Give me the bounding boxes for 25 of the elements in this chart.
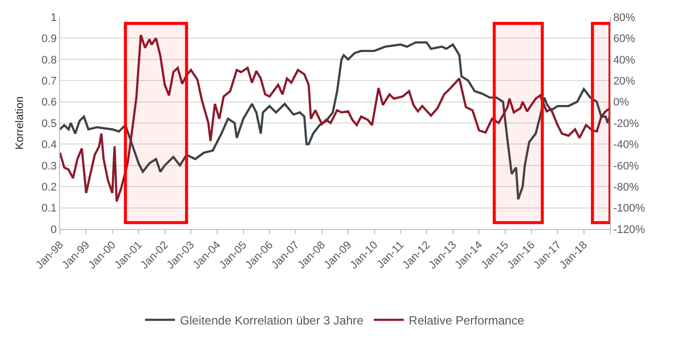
y-tick-label: 1 [50, 12, 57, 24]
y2-tick-label: 60% [613, 33, 636, 46]
y-tick-label: 0.1 [42, 202, 57, 215]
y2-tick-label: 0% [613, 96, 630, 109]
legend-label: Relative Performance [408, 314, 524, 328]
y-tick-label: 0.5 [42, 118, 57, 130]
y-axis-title: Korrelation [14, 96, 26, 150]
y-tick-label: 0.7 [42, 75, 57, 88]
y2-tick-label: -120% [613, 224, 646, 236]
y-tick-label: 0.2 [42, 181, 57, 194]
y-tick-label: 0.6 [42, 96, 57, 109]
y2-tick-label: 40% [613, 54, 636, 66]
y2-tick-label: -80% [613, 181, 640, 194]
y-tick-label: 0.9 [42, 33, 57, 46]
y2-tick-label: -60% [613, 160, 640, 172]
y2-tick-label: -40% [613, 139, 640, 152]
y-tick-label: 0.3 [42, 160, 57, 172]
y-tick-label: 0.8 [42, 54, 57, 66]
y-tick-label: 0.4 [42, 139, 57, 152]
y2-tick-label: -20% [613, 118, 640, 130]
y2-tick-label: 20% [613, 75, 636, 88]
y2-tick-label: -100% [613, 202, 646, 215]
y-tick-label: 0 [50, 224, 57, 236]
legend-label: Gleitende Korrelation über 3 Jahre [180, 314, 364, 328]
y2-tick-label: 80% [613, 12, 636, 24]
